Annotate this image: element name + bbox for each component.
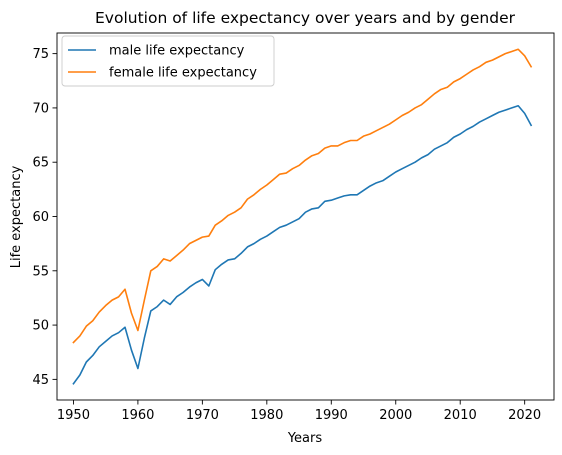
y-tick-label: 65 — [32, 156, 49, 171]
x-tick-label: 1970 — [186, 408, 219, 423]
legend-label: female life expectancy — [109, 66, 257, 81]
series-line-female — [72, 48, 533, 344]
y-tick-label: 70 — [32, 101, 49, 116]
legend-label: male life expectancy — [109, 44, 245, 59]
y-axis-label: Life expectancy — [9, 165, 24, 268]
x-axis: 1950 1960 1970 1980 1990 2000 2010 2020 — [57, 400, 541, 423]
x-tick-label: 1950 — [57, 408, 90, 423]
series-lines — [72, 48, 533, 385]
x-axis-label: Years — [287, 431, 323, 446]
y-tick-label: 45 — [32, 373, 49, 388]
x-tick-label: 2010 — [444, 408, 477, 423]
y-tick-label: 50 — [32, 319, 49, 334]
y-tick-label: 60 — [32, 210, 49, 225]
x-tick-label: 2000 — [379, 408, 412, 423]
y-tick-label: 55 — [32, 264, 49, 279]
legend-box — [61, 35, 275, 87]
chart-title: Evolution of life expectancy over years … — [95, 9, 516, 27]
x-tick-label: 2020 — [508, 408, 541, 423]
x-tick-label: 1980 — [250, 408, 283, 423]
plot-area: 1950 1960 1970 1980 1990 2000 2010 2020 45 50 55 6… — [32, 32, 555, 423]
series-line-male — [72, 104, 533, 385]
y-axis: 45 50 55 60 65 70 75 — [32, 47, 57, 388]
x-tick-label: 1960 — [121, 408, 154, 423]
legend: male life expectancy female life expectan… — [61, 35, 275, 87]
y-tick-label: 75 — [32, 47, 49, 62]
x-tick-label: 1990 — [315, 408, 348, 423]
